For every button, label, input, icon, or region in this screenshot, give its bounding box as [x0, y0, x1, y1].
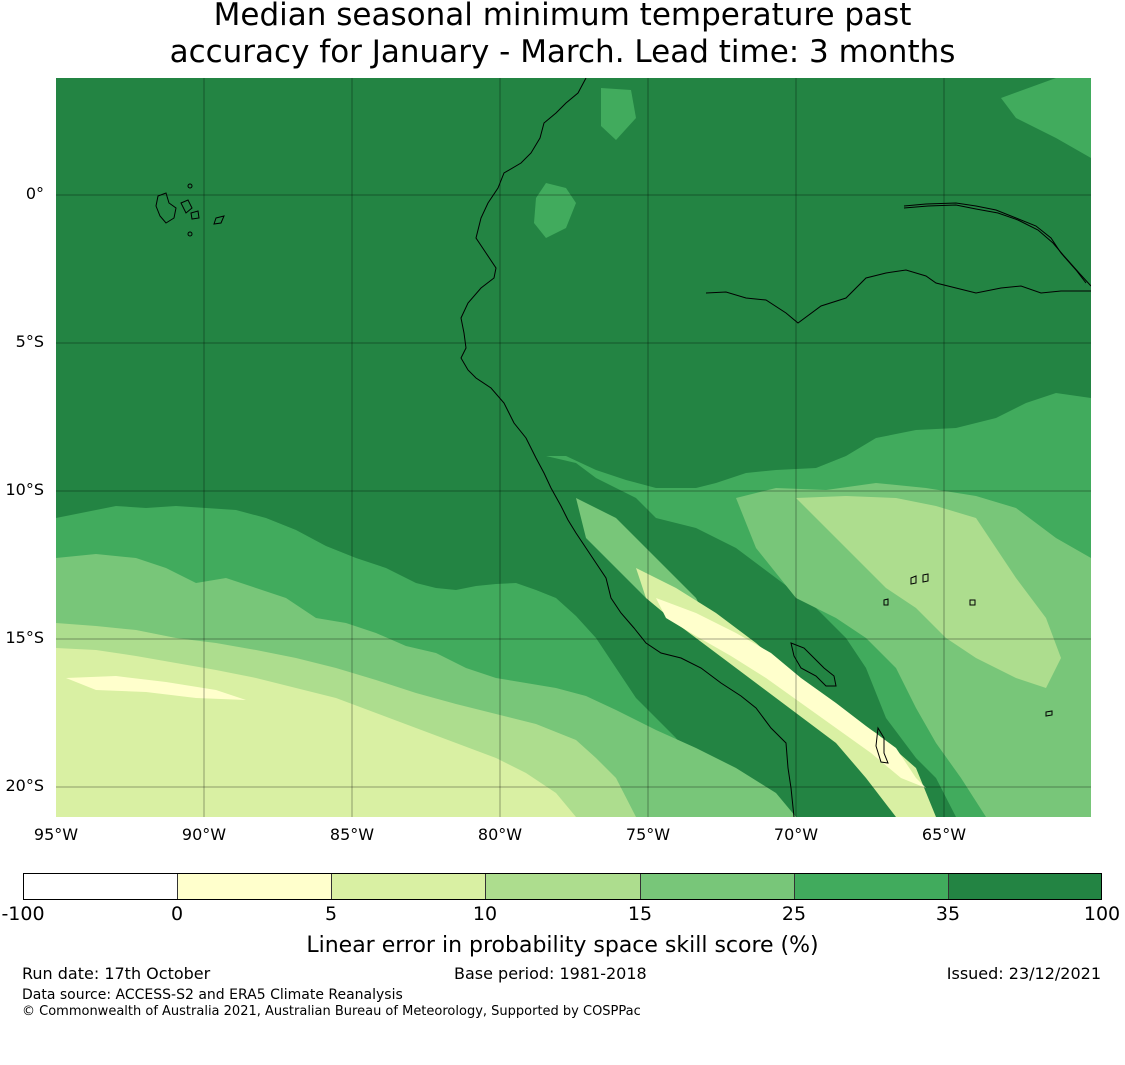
- colorbar-tick-label: 100: [1083, 903, 1121, 925]
- colorbar-label: Linear error in probability space skill …: [306, 933, 819, 958]
- colorbar: [23, 873, 1102, 900]
- skill-region-25-35: [534, 183, 576, 238]
- lake-titicaca: [790, 642, 837, 687]
- colorbar-tick-label: 25: [781, 903, 807, 925]
- colorbar-tick-label: 35: [935, 903, 961, 925]
- copyright: © Commonwealth of Australia 2021, Austra…: [22, 1004, 641, 1019]
- colorbar-segment: [332, 874, 486, 899]
- colorbar-segment: [24, 874, 178, 899]
- lat-label-20s: 20°S: [5, 776, 44, 795]
- lon-label-70w: 70°W: [773, 825, 819, 844]
- coastline: [460, 78, 795, 817]
- colorbar-segment: [486, 874, 641, 899]
- lat-label-10s: 10°S: [5, 480, 44, 499]
- map-canvas: [56, 78, 1091, 817]
- lon-label-95w: 95°W: [33, 825, 79, 844]
- colorbar-tick-label: -100: [1, 903, 45, 925]
- lat-label-15s: 15°S: [5, 628, 44, 647]
- lat-label-0: 0°: [25, 184, 44, 203]
- base-period: Base period: 1981-2018: [454, 964, 647, 983]
- colorbar-tick-label: 5: [324, 903, 338, 925]
- lon-label-65w: 65°W: [921, 825, 967, 844]
- amazon-river: [903, 204, 1091, 287]
- small-lakes: [883, 573, 1053, 717]
- skill-region-10-15: [796, 496, 1061, 688]
- skill-score-map: [56, 78, 1091, 817]
- map-title-line-1: Median seasonal minimum temperature past: [213, 0, 912, 33]
- lon-label-75w: 75°W: [625, 825, 671, 844]
- colorbar-tick-label: 0: [170, 903, 184, 925]
- issued-date: Issued: 23/12/2021: [946, 964, 1101, 983]
- galapagos-islands: [155, 183, 225, 237]
- lon-label-90w: 90°W: [181, 825, 227, 844]
- skill-region-25-35: [601, 88, 636, 140]
- colorbar-segment: [641, 874, 795, 899]
- lake-poopo: [875, 726, 889, 764]
- skill-region-0-5: [66, 676, 246, 700]
- data-source: Data source: ACCESS-S2 and ERA5 Climate …: [22, 987, 403, 1003]
- lon-label-85w: 85°W: [329, 825, 375, 844]
- lon-label-80w: 80°W: [477, 825, 523, 844]
- colorbar-tick-label: 15: [627, 903, 653, 925]
- amazon-river: [705, 269, 1091, 324]
- map-title-line-2: accuracy for January - March. Lead time:…: [169, 34, 956, 70]
- skill-region-0-5: [656, 598, 926, 788]
- colorbar-segment: [949, 874, 1101, 899]
- lat-label-5s: 5°S: [15, 332, 44, 351]
- colorbar-tick-label: 10: [472, 903, 498, 925]
- graticule: [56, 78, 1091, 817]
- skill-region-25-35: [1001, 78, 1091, 158]
- run-date: Run date: 17th October: [22, 964, 211, 983]
- colorbar-segment: [178, 874, 332, 899]
- colorbar-segment: [795, 874, 949, 899]
